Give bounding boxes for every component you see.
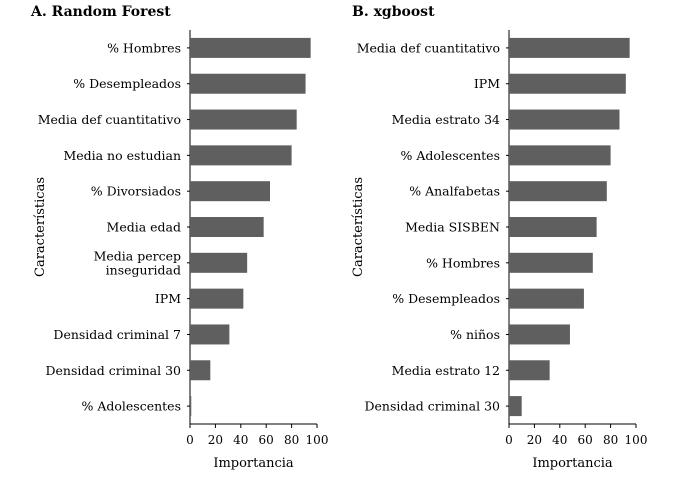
category-label: IPM bbox=[155, 291, 181, 306]
bar bbox=[509, 181, 607, 202]
category-label: Densidad criminal 30 bbox=[45, 363, 181, 378]
category-label: IPM bbox=[474, 76, 500, 91]
category-label: % niños bbox=[450, 327, 500, 342]
bar bbox=[509, 288, 584, 309]
category-label: Media estrato 34 bbox=[392, 112, 500, 127]
bar bbox=[509, 37, 630, 58]
category-label: Densidad criminal 7 bbox=[53, 327, 181, 342]
bar bbox=[190, 288, 244, 309]
x-tick-label: 0 bbox=[505, 433, 513, 447]
x-tick-label: 60 bbox=[578, 433, 593, 447]
category-label: Media def cuantitativo bbox=[38, 112, 181, 127]
x-tick-label: 100 bbox=[625, 433, 648, 447]
category-label: Media edad bbox=[107, 220, 181, 235]
bar bbox=[509, 360, 550, 381]
category-label: Media SISBEN bbox=[405, 220, 500, 235]
panel-title: A. Random Forest bbox=[30, 4, 171, 20]
category-label: % Hombres bbox=[107, 40, 181, 55]
x-tick-label: 20 bbox=[208, 433, 223, 447]
bar bbox=[190, 217, 264, 237]
x-tick-label: 80 bbox=[603, 433, 618, 447]
category-label: Densidad criminal 30 bbox=[364, 399, 500, 414]
category-label: Media percep inseguridad bbox=[94, 248, 181, 277]
category-label: % Divorsiados bbox=[91, 184, 181, 199]
bar bbox=[509, 145, 611, 166]
bar bbox=[509, 217, 597, 237]
bar bbox=[509, 252, 593, 273]
x-tick-label: 100 bbox=[306, 433, 329, 447]
bar bbox=[509, 396, 522, 417]
category-label: Media def cuantitativo bbox=[357, 40, 500, 55]
bar bbox=[190, 252, 248, 273]
bar bbox=[190, 37, 311, 58]
category-label: Media estrato 12 bbox=[392, 363, 500, 378]
chart-panel-2: B. xgboost Media def cuantitativo IPM Media… bbox=[351, 4, 647, 471]
y-axis-title: Características bbox=[351, 177, 366, 277]
category-label: % Desempleados bbox=[73, 76, 181, 91]
x-tick-label: 40 bbox=[233, 433, 248, 447]
bar bbox=[190, 109, 297, 130]
bar bbox=[190, 324, 230, 345]
x-tick-label: 0 bbox=[186, 433, 194, 447]
x-tick-label: 80 bbox=[284, 433, 299, 447]
category-label: % Analfabetas bbox=[409, 184, 500, 199]
category-label: % Adolescentes bbox=[82, 399, 182, 414]
category-label: % Adolescentes bbox=[401, 148, 501, 163]
category-label: % Hombres bbox=[426, 255, 500, 270]
bar bbox=[190, 145, 292, 166]
x-tick-label: 20 bbox=[527, 433, 542, 447]
bar bbox=[509, 73, 626, 94]
bar bbox=[190, 360, 211, 381]
chart-panel-1: A. Random Forest % Hombres % Desempleados M… bbox=[30, 4, 328, 471]
category-label: Media no estudian bbox=[63, 148, 181, 163]
x-axis-title: Importancia bbox=[532, 456, 613, 471]
y-axis-title: Características bbox=[33, 177, 48, 277]
x-tick-label: 60 bbox=[259, 433, 274, 447]
panel-title: B. xgboost bbox=[352, 4, 435, 20]
bar bbox=[509, 324, 570, 345]
bar bbox=[190, 181, 271, 202]
x-tick-label: 40 bbox=[552, 433, 567, 447]
bar bbox=[509, 109, 620, 130]
x-axis-title: Importancia bbox=[213, 456, 294, 471]
category-label: % Desempleados bbox=[392, 291, 500, 306]
bar bbox=[190, 73, 306, 94]
bar bbox=[190, 396, 192, 417]
